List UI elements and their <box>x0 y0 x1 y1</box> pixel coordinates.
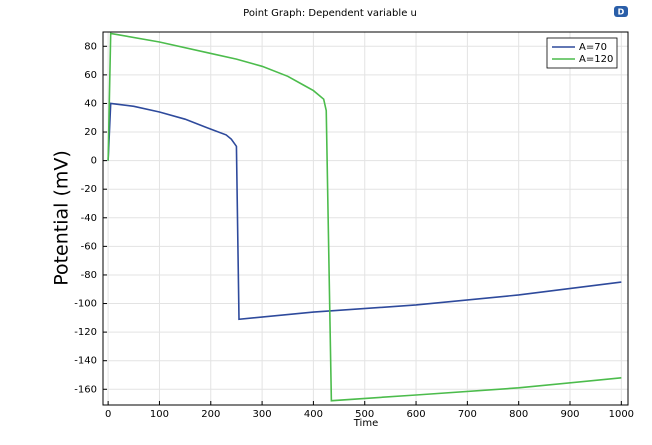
x-tick-label: 100 <box>150 409 169 420</box>
x-axis-label: Time <box>353 418 378 429</box>
y-tick-label: -120 <box>74 327 97 338</box>
x-tick-label: 500 <box>355 409 374 420</box>
y-tick-label: -140 <box>74 356 97 367</box>
y-axis-label: Potential (mV) <box>51 150 73 286</box>
x-tick-label: 600 <box>407 409 426 420</box>
x-tick-label: 400 <box>304 409 323 420</box>
y-tick-label: 0 <box>91 156 97 167</box>
y-tick-label: -80 <box>81 270 97 281</box>
y-tick-label: 40 <box>84 98 97 109</box>
y-tick-label: -20 <box>81 184 97 195</box>
chart-title: Point Graph: Dependent variable u <box>243 8 417 19</box>
x-tick-label: 700 <box>458 409 477 420</box>
y-tick-label: 80 <box>84 41 97 52</box>
y-tick-label: -40 <box>81 213 97 224</box>
legend-label: A=70 <box>579 42 607 53</box>
y-tick-label: 20 <box>84 127 97 138</box>
y-tick-label: -160 <box>74 384 97 395</box>
x-tick-label: 0 <box>105 409 111 420</box>
y-tick-label: 60 <box>84 70 97 81</box>
legend-box <box>546 37 618 69</box>
y-tick-label: -60 <box>81 241 97 252</box>
x-tick-label: 200 <box>201 409 220 420</box>
x-tick-label: 300 <box>253 409 272 420</box>
x-tick-label: 1000 <box>609 409 634 420</box>
app-icon: D <box>614 6 628 17</box>
legend-label: A=120 <box>579 54 613 65</box>
svg-text:D: D <box>618 8 625 17</box>
y-tick-label: -100 <box>74 299 97 310</box>
plot-frame <box>102 31 629 406</box>
line-series <box>107 102 622 321</box>
x-tick-label: 900 <box>560 409 579 420</box>
line-series <box>107 32 622 402</box>
x-tick-label: 800 <box>509 409 528 420</box>
